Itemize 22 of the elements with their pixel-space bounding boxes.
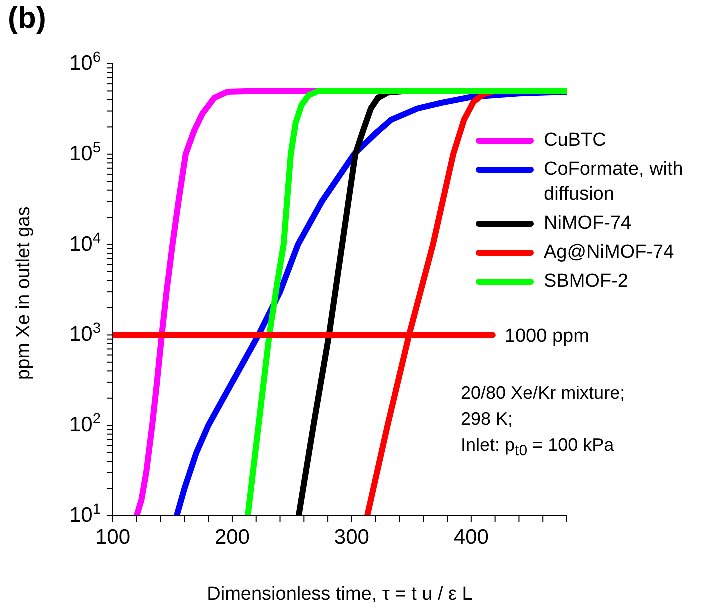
x-axis-title: Dimensionless time, τ = t u / ε L — [207, 584, 473, 605]
annotation: Inlet: p$_{t0}$ = 100 kPa — [461, 434, 616, 462]
x-tick-label: 400 — [454, 526, 489, 549]
y-tick-label: 10$^{3}$ — [69, 321, 101, 346]
chart-title: (b) — [8, 2, 46, 36]
annotation: 20/80 Xe/Kr mixture; — [461, 382, 626, 405]
y-tick-label: 10$^{5}$ — [69, 140, 101, 166]
y-tick-label: 10$^{1}$ — [69, 502, 101, 527]
y-tick-label: 10$^{6}$ — [69, 50, 101, 75]
annotation: 298 K; — [461, 408, 514, 431]
x-tick-label: 100 — [95, 526, 131, 549]
series-label: 1000 ppm — [504, 326, 590, 348]
legend-label: Ag@NiMOF-74 — [544, 241, 674, 265]
x-tick-label: 200 — [214, 526, 250, 549]
y-tick-label: 10$^{2}$ — [69, 412, 101, 437]
y-tick-label: 10$^{4}$ — [69, 230, 101, 256]
legend-label: SBMOF-2 — [544, 270, 628, 294]
x-tick-label: 300 — [334, 526, 370, 549]
y-axis-title: ppm Xe in outlet gas — [14, 206, 35, 380]
legend-label: CuBTC — [544, 129, 606, 153]
legend-label: CoFormate, with diffusion — [544, 158, 684, 207]
legend-label: NiMOF-74 — [544, 212, 632, 236]
